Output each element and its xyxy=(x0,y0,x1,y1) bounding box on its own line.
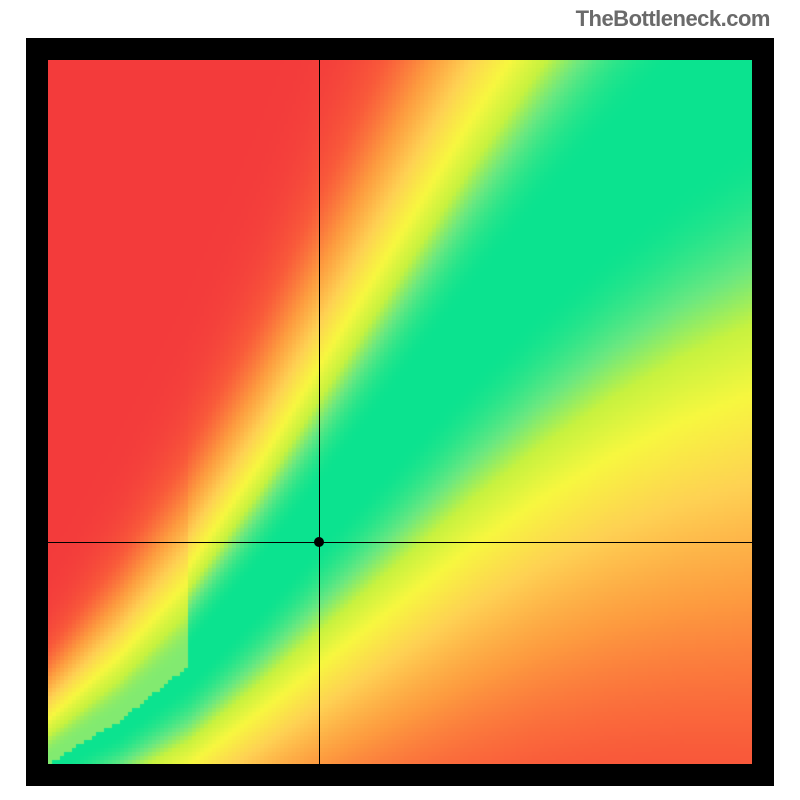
plot-frame xyxy=(26,38,774,786)
crosshair-dot xyxy=(314,537,324,547)
crosshair-vertical xyxy=(319,60,320,764)
heatmap-canvas xyxy=(48,60,752,764)
plot-area xyxy=(48,60,752,764)
chart-container: TheBottleneck.com xyxy=(0,0,800,800)
crosshair-horizontal xyxy=(48,542,752,543)
attribution-text: TheBottleneck.com xyxy=(576,6,770,32)
